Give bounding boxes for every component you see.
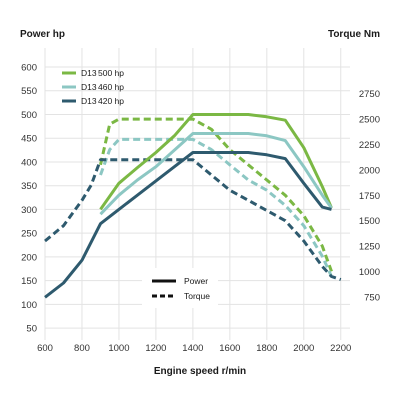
style-legend: Power Torque <box>142 268 218 308</box>
legend-item-d13-460: D13 460 hp <box>62 82 124 92</box>
series-legend: D13 500 hp D13 460 hp D13 420 hp <box>62 68 124 106</box>
torque-tick-label: 1500 <box>359 216 380 227</box>
power-tick-label: 600 <box>21 62 37 73</box>
torque-tick-label: 2750 <box>359 89 380 100</box>
x-tick-label: 1000 <box>108 343 129 354</box>
legend-item-d13-500: D13 500 hp <box>62 68 124 78</box>
power-tick-label: 400 <box>21 157 37 168</box>
power-line-d13_460 <box>99 132 333 216</box>
power-line-d13_500 <box>99 113 333 211</box>
series-lines <box>44 113 342 299</box>
power-tick-label: 350 <box>21 181 37 192</box>
power-tick-label: 200 <box>21 252 37 263</box>
power-tick-label: 250 <box>21 229 37 240</box>
torque-tick-label: 1000 <box>359 267 380 278</box>
legend-model: D13 <box>81 82 97 92</box>
x-tick-label: 800 <box>74 343 90 354</box>
x-tick-label: 1800 <box>256 343 277 354</box>
torque-line-d13_500 <box>99 117 333 272</box>
legend-rating: 420 hp <box>98 96 124 106</box>
x-tick-label: 1200 <box>145 343 166 354</box>
power-tick-label: 100 <box>21 300 37 311</box>
style-legend-box <box>142 268 218 308</box>
torque-line-d13_460 <box>99 137 333 278</box>
legend-rating: 460 hp <box>98 82 124 92</box>
power-tick-label: 450 <box>21 134 37 145</box>
power-line-d13_420 <box>44 151 332 299</box>
power-tick-label: 50 <box>26 324 37 335</box>
tick-labels: 600 800 1000 1200 1400 1600 1800 2000 2200 50 100 1… <box>21 62 380 354</box>
x-tick-label: 1600 <box>219 343 240 354</box>
legend-item-d13-420: D13 420 hp <box>62 96 124 106</box>
left-axis-title: Power hp <box>20 29 65 40</box>
power-legend-label: Power <box>184 276 208 286</box>
x-tick-label: 1400 <box>182 343 203 354</box>
x-axis-title: Engine speed r/min <box>154 366 246 377</box>
torque-tick-label: 2250 <box>359 140 380 151</box>
legend-model: D13 <box>81 68 97 78</box>
x-tick-label: 2200 <box>330 343 351 354</box>
power-tick-label: 150 <box>21 276 37 287</box>
power-tick-label: 500 <box>21 110 37 121</box>
x-tick-label: 2000 <box>293 343 314 354</box>
right-axis-title: Torque Nm <box>328 29 380 40</box>
torque-tick-label: 1750 <box>359 191 380 202</box>
torque-tick-label: 2000 <box>359 165 380 176</box>
power-tick-label: 300 <box>21 205 37 216</box>
torque-tick-label: 2500 <box>359 115 380 126</box>
torque-legend-label: Torque <box>184 291 210 301</box>
torque-line-d13_420 <box>44 158 342 282</box>
legend-rating: 500 hp <box>98 68 124 78</box>
grid <box>44 48 350 340</box>
torque-tick-label: 1250 <box>359 242 380 253</box>
torque-tick-label: 750 <box>364 292 380 303</box>
power-tick-label: 550 <box>21 86 37 97</box>
legend-model: D13 <box>81 96 97 106</box>
x-tick-label: 600 <box>37 343 53 354</box>
